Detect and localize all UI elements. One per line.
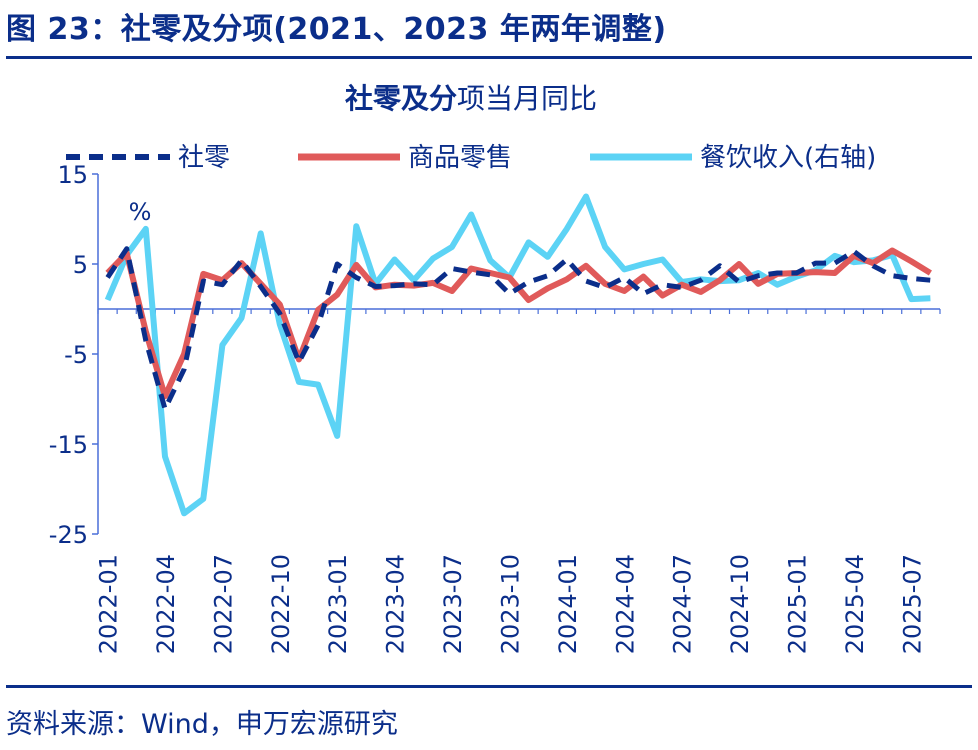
x-tick-label: 2023-07 <box>439 554 467 654</box>
x-tick-label: 2025-01 <box>783 554 811 654</box>
y-tick-label: -15 <box>49 431 88 459</box>
series-line-catering <box>104 193 931 517</box>
source-rule <box>6 685 972 688</box>
x-tick-label: 2022-07 <box>209 554 237 654</box>
x-tick-label: 2023-04 <box>382 554 410 654</box>
series-lines <box>104 193 932 517</box>
x-tick-label: 2022-01 <box>95 554 123 654</box>
x-tick-label: 2022-10 <box>267 554 295 654</box>
legend: 社零 商品零售 餐饮收入(右轴) <box>66 143 876 173</box>
x-tick-label: 2025-07 <box>898 554 926 654</box>
series-line-retail <box>105 246 931 412</box>
legend-label: 商品零售 <box>408 143 512 173</box>
x-tick-label: 2022-04 <box>152 554 180 654</box>
source-note: 资料来源：Wind，申万宏源研究 <box>6 709 398 740</box>
chart-title-bold: 社零及分 <box>345 82 457 115</box>
x-tick-label: 2024-04 <box>611 554 639 654</box>
y-tick-label: -25 <box>49 521 88 549</box>
chart-title-rest: 项当月同比 <box>457 82 597 115</box>
figure-title: 图 23：社零及分项(2021、2023 年两年调整) <box>6 12 667 47</box>
x-tick-label: 2024-10 <box>726 554 754 654</box>
y-tick-label: 15 <box>57 161 88 189</box>
x-tick-label: 2024-07 <box>669 554 697 654</box>
legend-label: 餐饮收入(右轴) <box>700 143 876 173</box>
unit-label: % <box>129 198 152 226</box>
x-tick-label: 2023-01 <box>324 554 352 654</box>
x-tick-label: 2025-04 <box>841 554 869 654</box>
legend-label: 社零 <box>178 143 230 173</box>
y-tick-label: -5 <box>64 341 88 369</box>
x-tick-label: 2024-01 <box>554 554 582 654</box>
chart-title: 社零及分项当月同比 <box>345 82 597 115</box>
x-tick-label: 2023-10 <box>496 554 524 654</box>
line-chart: 社零及分项当月同比 社零 商品零售 餐饮收入(右轴) 15 5 -5 -15 -25% 202… <box>49 82 941 654</box>
axes: 15 5 -5 -15 -25% 2022-01 2022-04 2022-07 2022-10… <box>49 161 941 654</box>
title-rule <box>6 56 972 59</box>
y-tick-label: 5 <box>73 251 88 279</box>
